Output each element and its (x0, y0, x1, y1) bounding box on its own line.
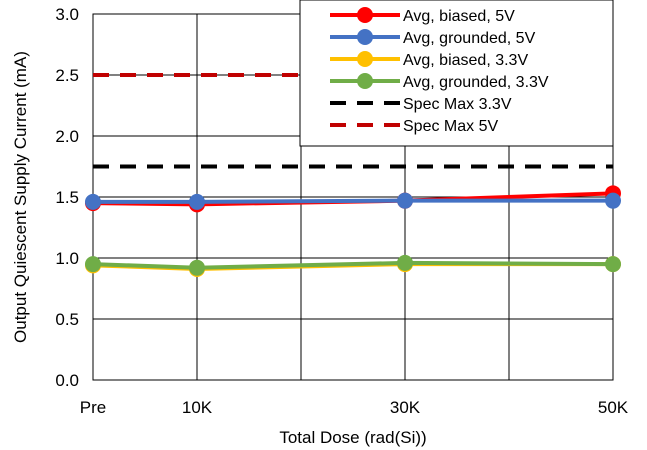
data-point (397, 192, 413, 209)
x-tick-label: Pre (80, 398, 106, 417)
data-point (605, 192, 621, 209)
series-line (92, 260, 614, 270)
legend-label: Avg, grounded, 5V (403, 30, 536, 47)
legend-label: Spec Max 5V (403, 118, 498, 135)
axis-layer: 0.0 0.5 1.0 1.5 2.0 2.5 3.0 Pre 10K 30K 50K (55, 5, 628, 417)
y-axis-title: Output Quiescent Supply Current (mA) (11, 51, 30, 343)
series-layer (85, 73, 621, 277)
y-tick-label: 3.0 (55, 5, 79, 24)
legend-marker (357, 51, 373, 67)
legend-label: Avg, grounded, 3.3V (403, 74, 549, 91)
series-line (93, 198, 613, 204)
legend-box (299, 0, 614, 147)
y-tick-label: 1.5 (55, 188, 79, 207)
legend-marker (357, 73, 373, 89)
data-point (85, 256, 101, 273)
x-tick-label: 50K (598, 398, 629, 417)
data-point (605, 256, 621, 273)
y-tick-label: 1.0 (55, 249, 79, 268)
data-point (189, 193, 205, 210)
data-point (189, 259, 205, 276)
legend-label: Avg, biased, 3.3V (403, 52, 528, 69)
legend-label: Avg, biased, 5V (403, 8, 515, 25)
x-tick-label: 10K (182, 398, 213, 417)
y-tick-label: 2.0 (55, 127, 79, 146)
legend-marker (357, 29, 373, 45)
x-axis-title: Total Dose (rad(Si)) (279, 428, 426, 447)
legend-label: Spec Max 3.3V (403, 96, 512, 113)
y-tick-label: 0.5 (55, 310, 79, 329)
data-point (397, 254, 413, 271)
legend: Avg, biased, 5V Avg, grounded, 5V Avg, bia… (299, 0, 614, 147)
data-point (85, 193, 101, 210)
y-tick-label: 2.5 (55, 66, 79, 85)
legend-marker (357, 7, 373, 23)
x-tick-label: 30K (390, 398, 421, 417)
y-tick-label: 0.0 (55, 371, 79, 390)
